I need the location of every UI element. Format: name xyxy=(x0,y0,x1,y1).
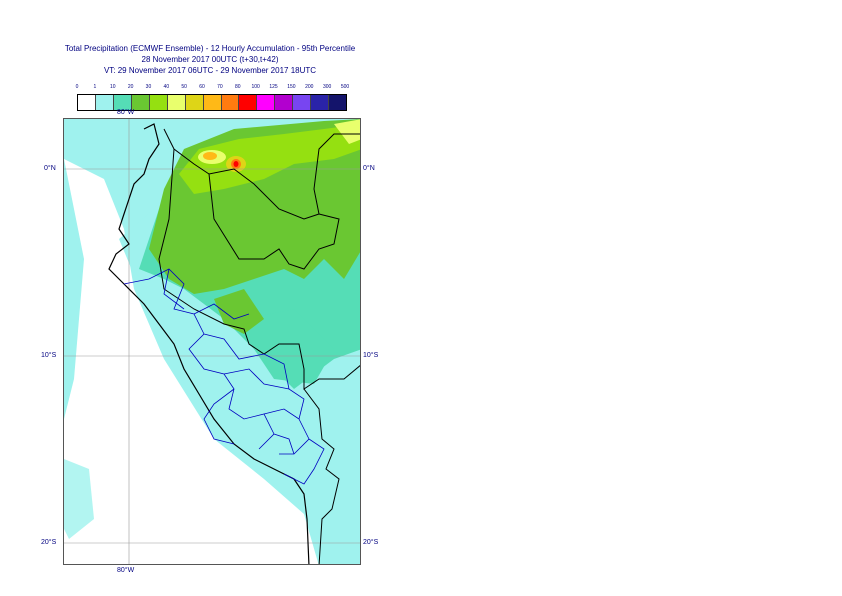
legend-color-box xyxy=(131,95,150,110)
legend-color-box xyxy=(203,95,222,110)
legend-tick-label: 60 xyxy=(199,84,205,90)
legend-tick-label: 40 xyxy=(163,84,170,90)
legend-color-box xyxy=(311,95,330,110)
legend-tick-label: 100 xyxy=(251,84,260,90)
legend-tick-label: 1 xyxy=(93,84,97,90)
legend-color-box xyxy=(275,95,294,110)
regional-boundaries xyxy=(123,268,325,485)
chart-subtitle-validity: VT: 29 November 2017 06UTC - 29 November… xyxy=(103,66,317,75)
legend-color-bar xyxy=(77,94,347,111)
lat-label-left-10s: 10°S xyxy=(41,352,57,359)
legend-tick-label: 0 xyxy=(75,84,79,90)
legend-color-box xyxy=(78,95,96,110)
moderate-precip-south xyxy=(244,309,334,384)
legend-tick-label: 125 xyxy=(269,84,278,90)
legend-color-box xyxy=(95,95,114,110)
precip-yellowgreen-area xyxy=(179,124,360,194)
legend-tick-label: 500 xyxy=(340,84,350,90)
precipitation-legend: 0 1 10 20 30 40 50 60 70 80 100 125 150 200 300 500 xyxy=(75,84,350,111)
legend-tick-label: 30 xyxy=(145,84,152,90)
legend-tick-label: 70 xyxy=(217,84,223,90)
lon-label-bottom: 80°W xyxy=(117,567,135,574)
legend-color-box xyxy=(167,95,186,110)
legend-tick-label: 10 xyxy=(109,84,116,90)
legend-tick-label: 150 xyxy=(287,84,296,90)
legend-tick-label: 50 xyxy=(181,84,187,90)
legend-color-box xyxy=(221,95,240,110)
lat-label-right-10s: 10°S xyxy=(363,352,379,359)
map-canvas xyxy=(64,119,360,564)
legend-tick-label: 300 xyxy=(322,84,332,90)
heavy-precip-green-patch xyxy=(214,289,264,334)
lon-label-top: 80°W xyxy=(117,109,135,116)
lat-label-right-20s: 20°S xyxy=(363,539,379,546)
legend-color-box xyxy=(257,95,276,110)
legend-color-box xyxy=(149,95,168,110)
coastal-light-precip-band xyxy=(64,159,84,419)
legend-tick-label: 20 xyxy=(127,84,134,90)
chart-subtitle-run: 28 November 2017 00UTC (t+30,t+42) xyxy=(141,55,279,64)
lat-label-left-0: 0°N xyxy=(44,165,56,172)
legend-tick-label: 200 xyxy=(305,84,314,90)
legend-tick-label: 80 xyxy=(235,84,241,90)
ocean-light-precip-patch xyxy=(64,459,94,539)
coastline xyxy=(108,123,310,564)
legend-color-box xyxy=(239,95,258,110)
legend-color-box xyxy=(185,95,204,110)
lat-label-left-20s: 20°S xyxy=(41,539,57,546)
precip-gold-core xyxy=(203,152,217,160)
chart-title: Total Precipitation (ECMWF Ensemble) - 1… xyxy=(64,44,356,53)
national-boundaries xyxy=(158,128,360,564)
legend-tick-labels: 0 1 10 20 30 40 50 60 70 80 100 125 150 200 300 500 xyxy=(75,84,350,94)
precip-red-core xyxy=(233,161,239,167)
precip-yellowgreen-ne xyxy=(334,119,360,144)
lat-label-right-0: 0°N xyxy=(363,165,375,172)
legend-color-box xyxy=(329,95,347,110)
precipitation-map xyxy=(63,118,361,565)
legend-color-box xyxy=(113,95,132,110)
legend-color-box xyxy=(293,95,312,110)
